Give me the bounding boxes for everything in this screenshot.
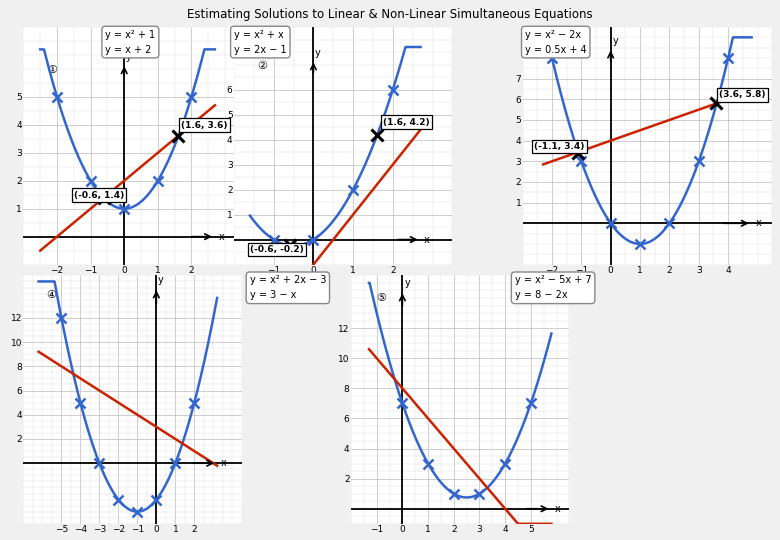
Text: y: y	[158, 275, 164, 285]
Text: y = x² + 2x − 3
y = 3 − x: y = x² + 2x − 3 y = 3 − x	[250, 275, 326, 300]
Text: x: x	[756, 218, 761, 228]
Text: y = x² − 5x + 7
y = 8 − 2x: y = x² − 5x + 7 y = 8 − 2x	[515, 275, 591, 300]
Text: (-0.6, -0.2): (-0.6, -0.2)	[250, 245, 303, 254]
Text: y: y	[126, 51, 132, 62]
Text: (1.6, 4.2): (1.6, 4.2)	[383, 118, 430, 126]
Text: (-0.6, 1.4): (-0.6, 1.4)	[74, 191, 124, 199]
Text: (-1.1, 3.4): (-1.1, 3.4)	[534, 142, 585, 151]
Text: ④: ④	[46, 290, 55, 300]
Text: y: y	[315, 48, 321, 58]
Text: ③: ③	[551, 50, 562, 60]
Text: ②: ②	[257, 62, 267, 71]
Text: Estimating Solutions to Linear & Non-Linear Simultaneous Equations: Estimating Solutions to Linear & Non-Lin…	[187, 8, 593, 21]
Text: x: x	[218, 232, 224, 241]
Text: y = x² + 1
y = x + 2: y = x² + 1 y = x + 2	[105, 30, 155, 55]
Text: y = x² − 2x
y = 0.5x + 4: y = x² − 2x y = 0.5x + 4	[525, 30, 587, 55]
Text: (1.6, 3.6): (1.6, 3.6)	[181, 120, 228, 130]
Text: y: y	[404, 278, 410, 288]
Text: x: x	[221, 458, 226, 468]
Text: x: x	[424, 234, 430, 245]
Text: x: x	[555, 504, 561, 514]
Text: y: y	[613, 36, 619, 45]
Text: ⑤: ⑤	[376, 293, 386, 303]
Text: ①: ①	[47, 65, 57, 75]
Text: (3.6, 5.8): (3.6, 5.8)	[719, 90, 766, 99]
Text: y = x² + x
y = 2x − 1: y = x² + x y = 2x − 1	[234, 30, 286, 55]
